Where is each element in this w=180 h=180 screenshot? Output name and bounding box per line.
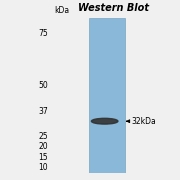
Bar xyxy=(89,18,125,173)
Ellipse shape xyxy=(91,118,118,124)
Text: kDa: kDa xyxy=(54,6,69,15)
Text: Western Blot: Western Blot xyxy=(78,3,149,13)
Text: 32kDa: 32kDa xyxy=(131,117,156,126)
